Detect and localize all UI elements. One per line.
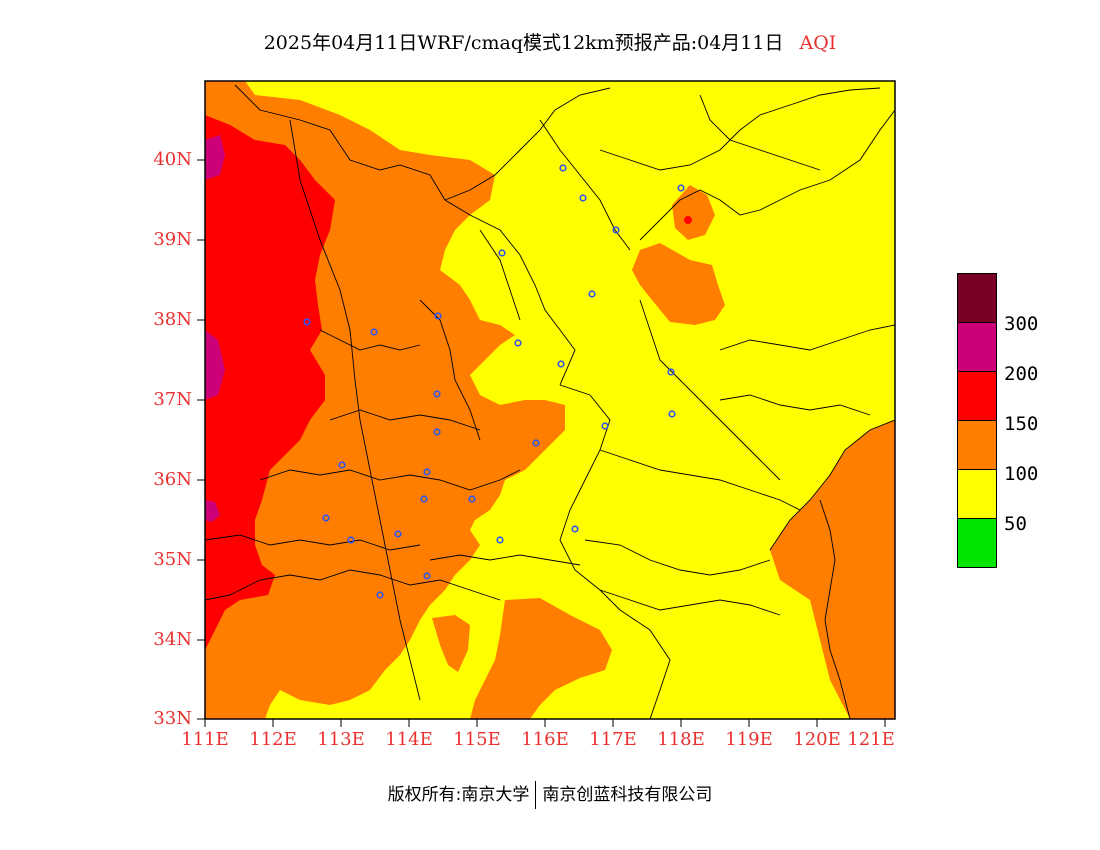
aqi-zone-very-unhealthy-3 [205,500,220,522]
site-marker [571,525,579,533]
aqi-zone-unhealthy-sensitive-small [432,615,470,672]
site-marker [496,536,504,544]
y-tick-label: 40N [153,149,192,170]
axis-ticks [197,159,886,727]
site-marker [420,495,428,503]
site-marker [433,428,441,436]
title-aqi-label: AQI [799,32,837,54]
site-marker [433,390,441,398]
site-marker [370,328,378,336]
aqi-zone-unhealthy-sensitive-sea [770,420,895,719]
x-tick-label: 121E [847,729,895,750]
site-marker [668,410,676,418]
site-marker [559,164,567,172]
copyright-text: 版权所有:南京大学 [387,785,530,805]
y-tick-label: 39N [153,229,192,250]
aqi-zone-very-unhealthy-2 [205,330,225,400]
legend-swatch-unhealthy-sensitive [957,420,997,470]
site-marker [557,360,565,368]
site-marker [303,318,311,326]
site-marker [667,368,675,376]
legend-swatch-hazardous [957,273,997,323]
site-marker [338,461,346,469]
title-text: 2025年04月11日WRF/cmaq模式12km预报产品:04月11日 [263,32,784,54]
aqi-zone-unhealthy-sensitive-south [470,598,612,719]
map-title: 2025年04月11日WRF/cmaq模式12km预报产品:04月11日 AQI [0,28,1100,55]
site-marker [423,468,431,476]
y-tick-label: 38N [153,309,192,330]
site-marker [532,439,540,447]
site-marker [347,536,355,544]
y-tick-label: 36N [153,469,192,490]
x-tick-label: 116E [521,729,569,750]
site-marker [434,312,442,320]
company-text: 南京创蓝科技有限公司 [542,785,713,805]
footer-separator [535,781,537,809]
y-tick-label: 34N [153,629,192,650]
aqi-hotspot-red [684,216,692,224]
copyright-footer: 版权所有:南京大学 南京创蓝科技有限公司 [0,780,1100,809]
legend-swatch-unhealthy [957,371,997,421]
legend-swatch-good [957,518,997,568]
y-tick-label: 37N [153,389,192,410]
city-site-markers [303,164,685,599]
x-tick-label: 114E [385,729,433,750]
site-marker [376,591,384,599]
x-tick-label: 117E [589,729,637,750]
y-tick-label: 33N [153,708,192,729]
legend-swatch-very-unhealthy [957,322,997,372]
legend-label: 100 [1004,463,1039,485]
aqi-zone-unhealthy-sensitive-east [632,243,725,325]
aqi-legend [957,273,997,568]
site-marker [612,226,620,234]
admin-boundaries [205,84,895,719]
site-marker [579,194,587,202]
x-tick-label: 119E [725,729,773,750]
site-marker [394,530,402,538]
aqi-zone-unhealthy [205,115,335,650]
legend-label: 50 [1004,513,1027,535]
site-marker [498,249,506,257]
site-marker [588,290,596,298]
legend-label: 200 [1004,363,1039,385]
x-tick-label: 112E [249,729,297,750]
legend-label: 300 [1004,313,1039,335]
x-tick-label: 120E [793,729,841,750]
x-tick-label: 118E [657,729,705,750]
x-tick-label: 115E [453,729,501,750]
aqi-zone-very-unhealthy-1 [205,135,225,180]
site-marker [677,184,685,192]
x-tick-label: 111E [181,729,229,750]
x-tick-label: 113E [317,729,365,750]
y-tick-label: 35N [153,549,192,570]
site-marker [468,495,476,503]
site-marker [514,339,522,347]
site-marker [423,572,431,580]
legend-swatch-moderate [957,469,997,519]
site-marker [322,514,330,522]
site-marker [601,422,609,430]
legend-label: 150 [1004,413,1039,435]
